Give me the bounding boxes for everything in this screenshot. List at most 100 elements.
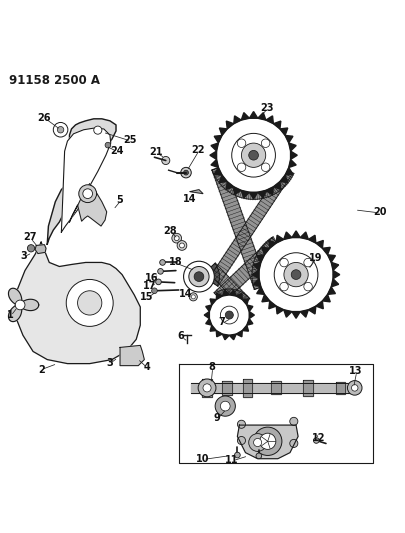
Polygon shape — [222, 381, 232, 395]
Circle shape — [279, 282, 288, 291]
Circle shape — [283, 262, 307, 287]
Polygon shape — [284, 167, 292, 175]
Polygon shape — [219, 128, 227, 135]
Circle shape — [151, 288, 157, 294]
Text: 19: 19 — [308, 253, 322, 263]
Polygon shape — [205, 319, 211, 325]
Polygon shape — [288, 159, 296, 167]
Text: 1: 1 — [7, 310, 14, 320]
Polygon shape — [261, 294, 269, 302]
Polygon shape — [214, 167, 222, 175]
Polygon shape — [216, 118, 290, 192]
Polygon shape — [204, 312, 209, 319]
Circle shape — [225, 311, 233, 319]
Circle shape — [261, 139, 269, 148]
Text: 3: 3 — [106, 358, 113, 368]
Polygon shape — [257, 112, 265, 120]
Polygon shape — [229, 334, 236, 340]
Polygon shape — [216, 330, 222, 337]
Polygon shape — [303, 380, 312, 396]
Polygon shape — [241, 190, 249, 198]
Polygon shape — [233, 116, 241, 124]
Polygon shape — [249, 312, 254, 319]
Circle shape — [57, 126, 64, 133]
Text: 20: 20 — [373, 207, 386, 217]
Polygon shape — [291, 312, 299, 318]
Polygon shape — [246, 319, 252, 325]
Circle shape — [27, 245, 34, 252]
Polygon shape — [315, 301, 322, 309]
Circle shape — [174, 236, 179, 240]
Polygon shape — [214, 135, 222, 143]
Polygon shape — [242, 379, 252, 397]
Text: 2: 2 — [38, 365, 45, 375]
Polygon shape — [279, 175, 287, 182]
Circle shape — [220, 401, 230, 411]
Polygon shape — [216, 293, 222, 300]
Polygon shape — [61, 128, 111, 232]
Circle shape — [237, 420, 245, 429]
Polygon shape — [275, 306, 283, 314]
Circle shape — [237, 437, 245, 445]
Polygon shape — [226, 121, 233, 129]
Circle shape — [155, 279, 161, 285]
Circle shape — [290, 270, 300, 279]
Circle shape — [273, 253, 317, 296]
Circle shape — [259, 433, 275, 449]
Polygon shape — [222, 334, 229, 340]
Polygon shape — [299, 232, 307, 239]
Polygon shape — [35, 245, 46, 254]
Circle shape — [303, 259, 311, 267]
Polygon shape — [307, 235, 315, 243]
Text: 10: 10 — [195, 454, 209, 464]
Polygon shape — [209, 151, 216, 159]
Circle shape — [279, 259, 288, 267]
Polygon shape — [47, 119, 116, 244]
Text: 24: 24 — [110, 146, 124, 156]
Polygon shape — [237, 425, 297, 459]
Text: 5: 5 — [116, 195, 123, 205]
Text: 23: 23 — [260, 103, 273, 113]
Circle shape — [83, 189, 92, 198]
Circle shape — [313, 438, 318, 443]
Circle shape — [183, 261, 214, 292]
Polygon shape — [273, 121, 280, 129]
Polygon shape — [233, 187, 241, 195]
Circle shape — [191, 295, 195, 299]
Text: 22: 22 — [191, 145, 205, 155]
Polygon shape — [15, 242, 140, 364]
Polygon shape — [275, 235, 283, 243]
Polygon shape — [253, 279, 260, 287]
Circle shape — [303, 282, 311, 291]
Circle shape — [188, 266, 209, 287]
Circle shape — [351, 385, 357, 391]
Circle shape — [183, 170, 188, 175]
Polygon shape — [249, 192, 257, 199]
Circle shape — [94, 126, 102, 134]
Polygon shape — [120, 345, 144, 366]
Polygon shape — [291, 231, 299, 238]
Polygon shape — [219, 175, 227, 182]
Polygon shape — [9, 288, 38, 321]
Polygon shape — [330, 279, 338, 287]
Text: 26: 26 — [38, 112, 51, 123]
Text: 3: 3 — [21, 252, 28, 261]
Circle shape — [15, 300, 25, 310]
Polygon shape — [209, 325, 216, 331]
Circle shape — [179, 243, 184, 248]
Circle shape — [241, 143, 265, 167]
Circle shape — [161, 157, 169, 165]
Circle shape — [256, 453, 261, 459]
Text: 21: 21 — [149, 148, 163, 157]
Text: 11: 11 — [225, 455, 238, 465]
Polygon shape — [211, 165, 267, 289]
Circle shape — [105, 142, 111, 148]
Polygon shape — [273, 182, 280, 189]
Polygon shape — [268, 301, 275, 309]
Polygon shape — [205, 305, 211, 312]
Polygon shape — [307, 306, 315, 314]
Circle shape — [248, 150, 258, 160]
Circle shape — [347, 381, 361, 395]
Circle shape — [171, 233, 181, 243]
Circle shape — [189, 293, 197, 301]
